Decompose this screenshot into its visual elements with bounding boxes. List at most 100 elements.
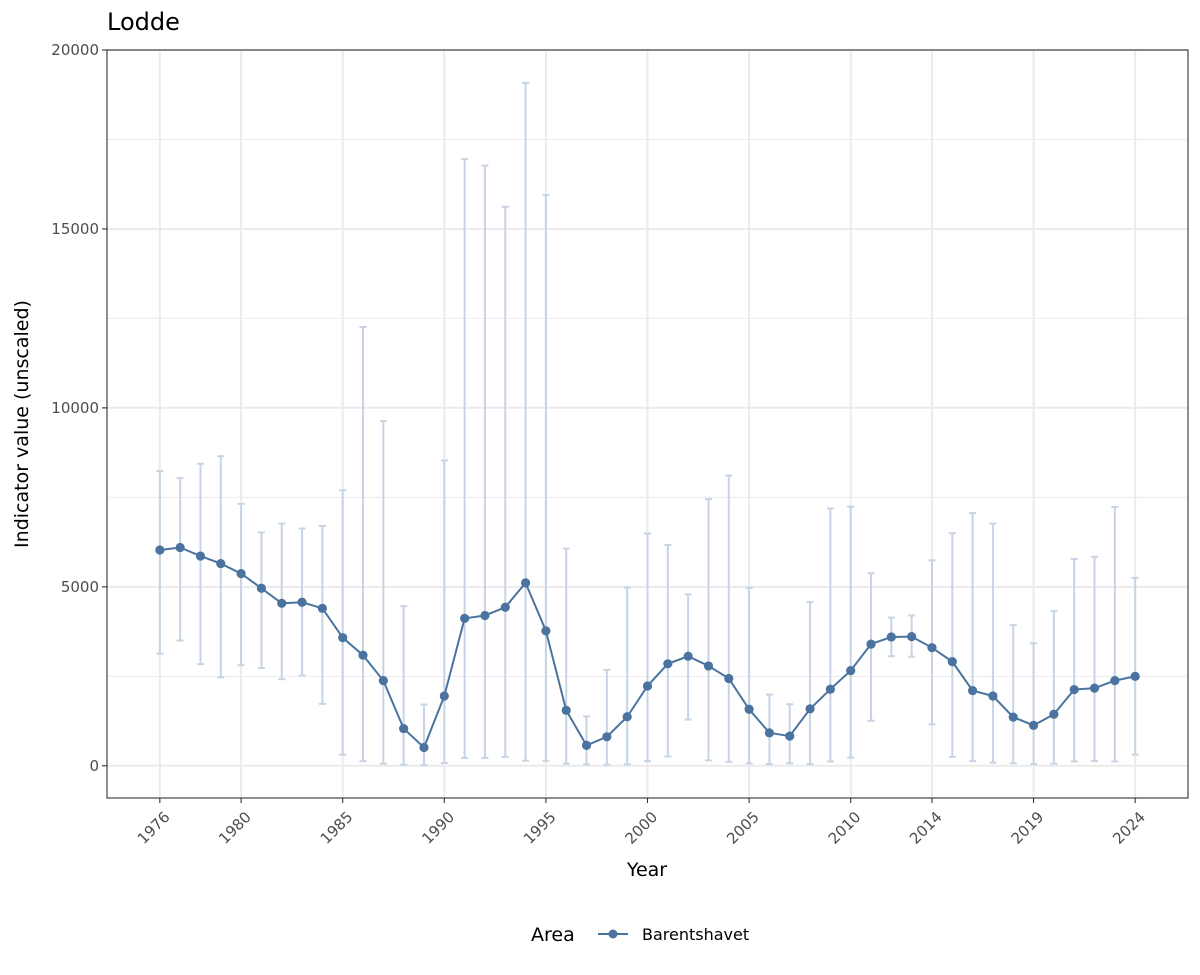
data-point [602,732,612,742]
data-point [541,626,551,636]
y-tick-label: 20000 [51,41,99,59]
error-bar [339,489,347,756]
error-bar [461,158,469,759]
x-tick-label: 1990 [418,808,458,848]
data-point [338,633,348,643]
data-point [460,613,470,623]
data-point [947,657,957,667]
data-point [216,558,226,569]
data-point [968,686,978,696]
error-bar [1070,557,1078,763]
data-point [886,632,896,642]
error-bar [745,586,753,765]
data-point [1130,671,1140,681]
data-point [297,597,307,607]
error-bar [1091,555,1099,763]
data-point [622,712,632,722]
x-tick-label: 2005 [723,808,763,848]
error-bar [318,525,326,705]
error-bar [847,505,855,759]
error-bar [501,205,509,758]
data-point [927,643,937,653]
x-tick-label: 2024 [1109,808,1149,848]
error-bar [806,600,814,765]
chart-title: Lodde [107,8,180,36]
data-point [805,704,815,714]
error-bar [644,532,651,763]
data-point [195,551,206,561]
error-bar [725,474,733,763]
error-bar [257,531,265,670]
error-bar [176,477,184,642]
y-tick-label: 0 [89,757,99,775]
data-point [317,603,327,613]
data-point [1110,676,1120,686]
data-point [1028,720,1039,730]
x-tick-label: 1980 [215,808,255,848]
data-point [419,742,429,753]
data-point [1089,683,1100,693]
x-tick-label: 1985 [317,808,357,848]
x-tick-label: 1995 [520,808,560,848]
legend-label-barentshavet: Barentshavet [642,925,749,944]
data-point [846,665,856,676]
y-tick-label: 5000 [61,578,99,596]
data-point [480,610,490,621]
x-tick-label: 1976 [134,808,174,848]
data-point [378,676,388,686]
data-point [256,583,267,593]
error-bar [664,543,672,758]
error-bar [1009,624,1017,765]
data-point [825,684,835,694]
data-point [236,569,246,579]
data-point [520,578,531,588]
legend-title: Area [531,924,575,946]
error-bar [623,586,631,766]
error-bar [542,193,550,762]
data-point [866,639,876,649]
error-bar [359,326,367,763]
error-bar [969,512,977,763]
error-bar [583,715,591,766]
error-bar [1111,506,1119,763]
y-axis: 0 5000 10000 15000 20000 [51,41,107,775]
data-point [500,602,510,612]
x-tick-label: 2000 [622,808,662,848]
error-bar [603,668,611,766]
error-bar [156,469,164,655]
error-bar [826,507,834,763]
data-point [1069,684,1079,695]
error-bar [440,459,448,764]
error-bar [400,605,408,766]
data-point [744,704,754,714]
legend: Area Barentshavet [531,924,749,946]
data-point [703,661,714,671]
error-bar [1131,576,1139,756]
error-bar [928,559,936,726]
x-tick-label: 2010 [825,808,865,848]
error-bar [522,81,530,762]
data-point [988,691,998,701]
y-tick-label: 15000 [51,220,99,238]
x-axis: 1976 1980 1985 1990 1995 2000 2005 2010 2014 2019… [134,798,1149,848]
error-bars [156,81,1139,767]
error-bar [379,420,387,765]
data-point [561,705,571,715]
data-point [683,651,693,661]
data-point [663,659,673,669]
data-point [642,681,653,691]
data-point [399,723,409,734]
x-axis-title: Year [626,859,667,881]
error-bar [562,547,570,765]
data-point [581,740,592,750]
data-point [358,650,368,660]
error-bar [989,522,997,764]
data-point [785,731,795,741]
error-bar [196,462,204,666]
data-point [764,728,775,738]
data-point [907,631,917,642]
error-bar [1050,610,1058,765]
data-point [439,691,449,701]
error-bar [948,532,956,758]
